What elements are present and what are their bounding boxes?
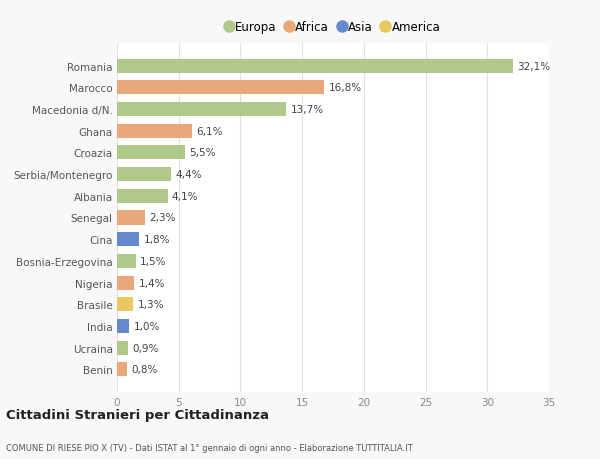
Text: 0,8%: 0,8% — [131, 364, 158, 375]
Bar — [117, 254, 136, 269]
Bar — [117, 103, 286, 117]
Text: 16,8%: 16,8% — [329, 83, 362, 93]
Text: 5,5%: 5,5% — [189, 148, 216, 158]
Text: 1,0%: 1,0% — [134, 321, 160, 331]
Bar — [117, 276, 134, 290]
Text: 32,1%: 32,1% — [518, 62, 551, 72]
Text: 1,4%: 1,4% — [139, 278, 165, 288]
Bar — [117, 146, 185, 160]
Text: 13,7%: 13,7% — [290, 105, 323, 115]
Bar — [117, 168, 172, 182]
Bar — [117, 124, 192, 139]
Bar — [117, 297, 133, 312]
Text: 2,3%: 2,3% — [150, 213, 176, 223]
Bar — [117, 211, 145, 225]
Bar — [117, 319, 130, 333]
Text: COMUNE DI RIESE PIO X (TV) - Dati ISTAT al 1° gennaio di ogni anno - Elaborazion: COMUNE DI RIESE PIO X (TV) - Dati ISTAT … — [6, 443, 413, 452]
Bar — [117, 341, 128, 355]
Text: 1,8%: 1,8% — [143, 235, 170, 245]
Bar — [117, 233, 139, 246]
Text: 4,1%: 4,1% — [172, 191, 199, 202]
Bar — [117, 190, 167, 203]
Text: 4,4%: 4,4% — [176, 170, 202, 180]
Text: 6,1%: 6,1% — [197, 126, 223, 136]
Text: Cittadini Stranieri per Cittadinanza: Cittadini Stranieri per Cittadinanza — [6, 408, 269, 421]
Legend: Europa, Africa, Asia, America: Europa, Africa, Asia, America — [226, 21, 440, 34]
Bar — [117, 60, 513, 73]
Text: 1,5%: 1,5% — [140, 256, 166, 266]
Text: 1,3%: 1,3% — [137, 300, 164, 310]
Bar — [117, 363, 127, 376]
Text: 0,9%: 0,9% — [133, 343, 159, 353]
Bar — [117, 81, 325, 95]
